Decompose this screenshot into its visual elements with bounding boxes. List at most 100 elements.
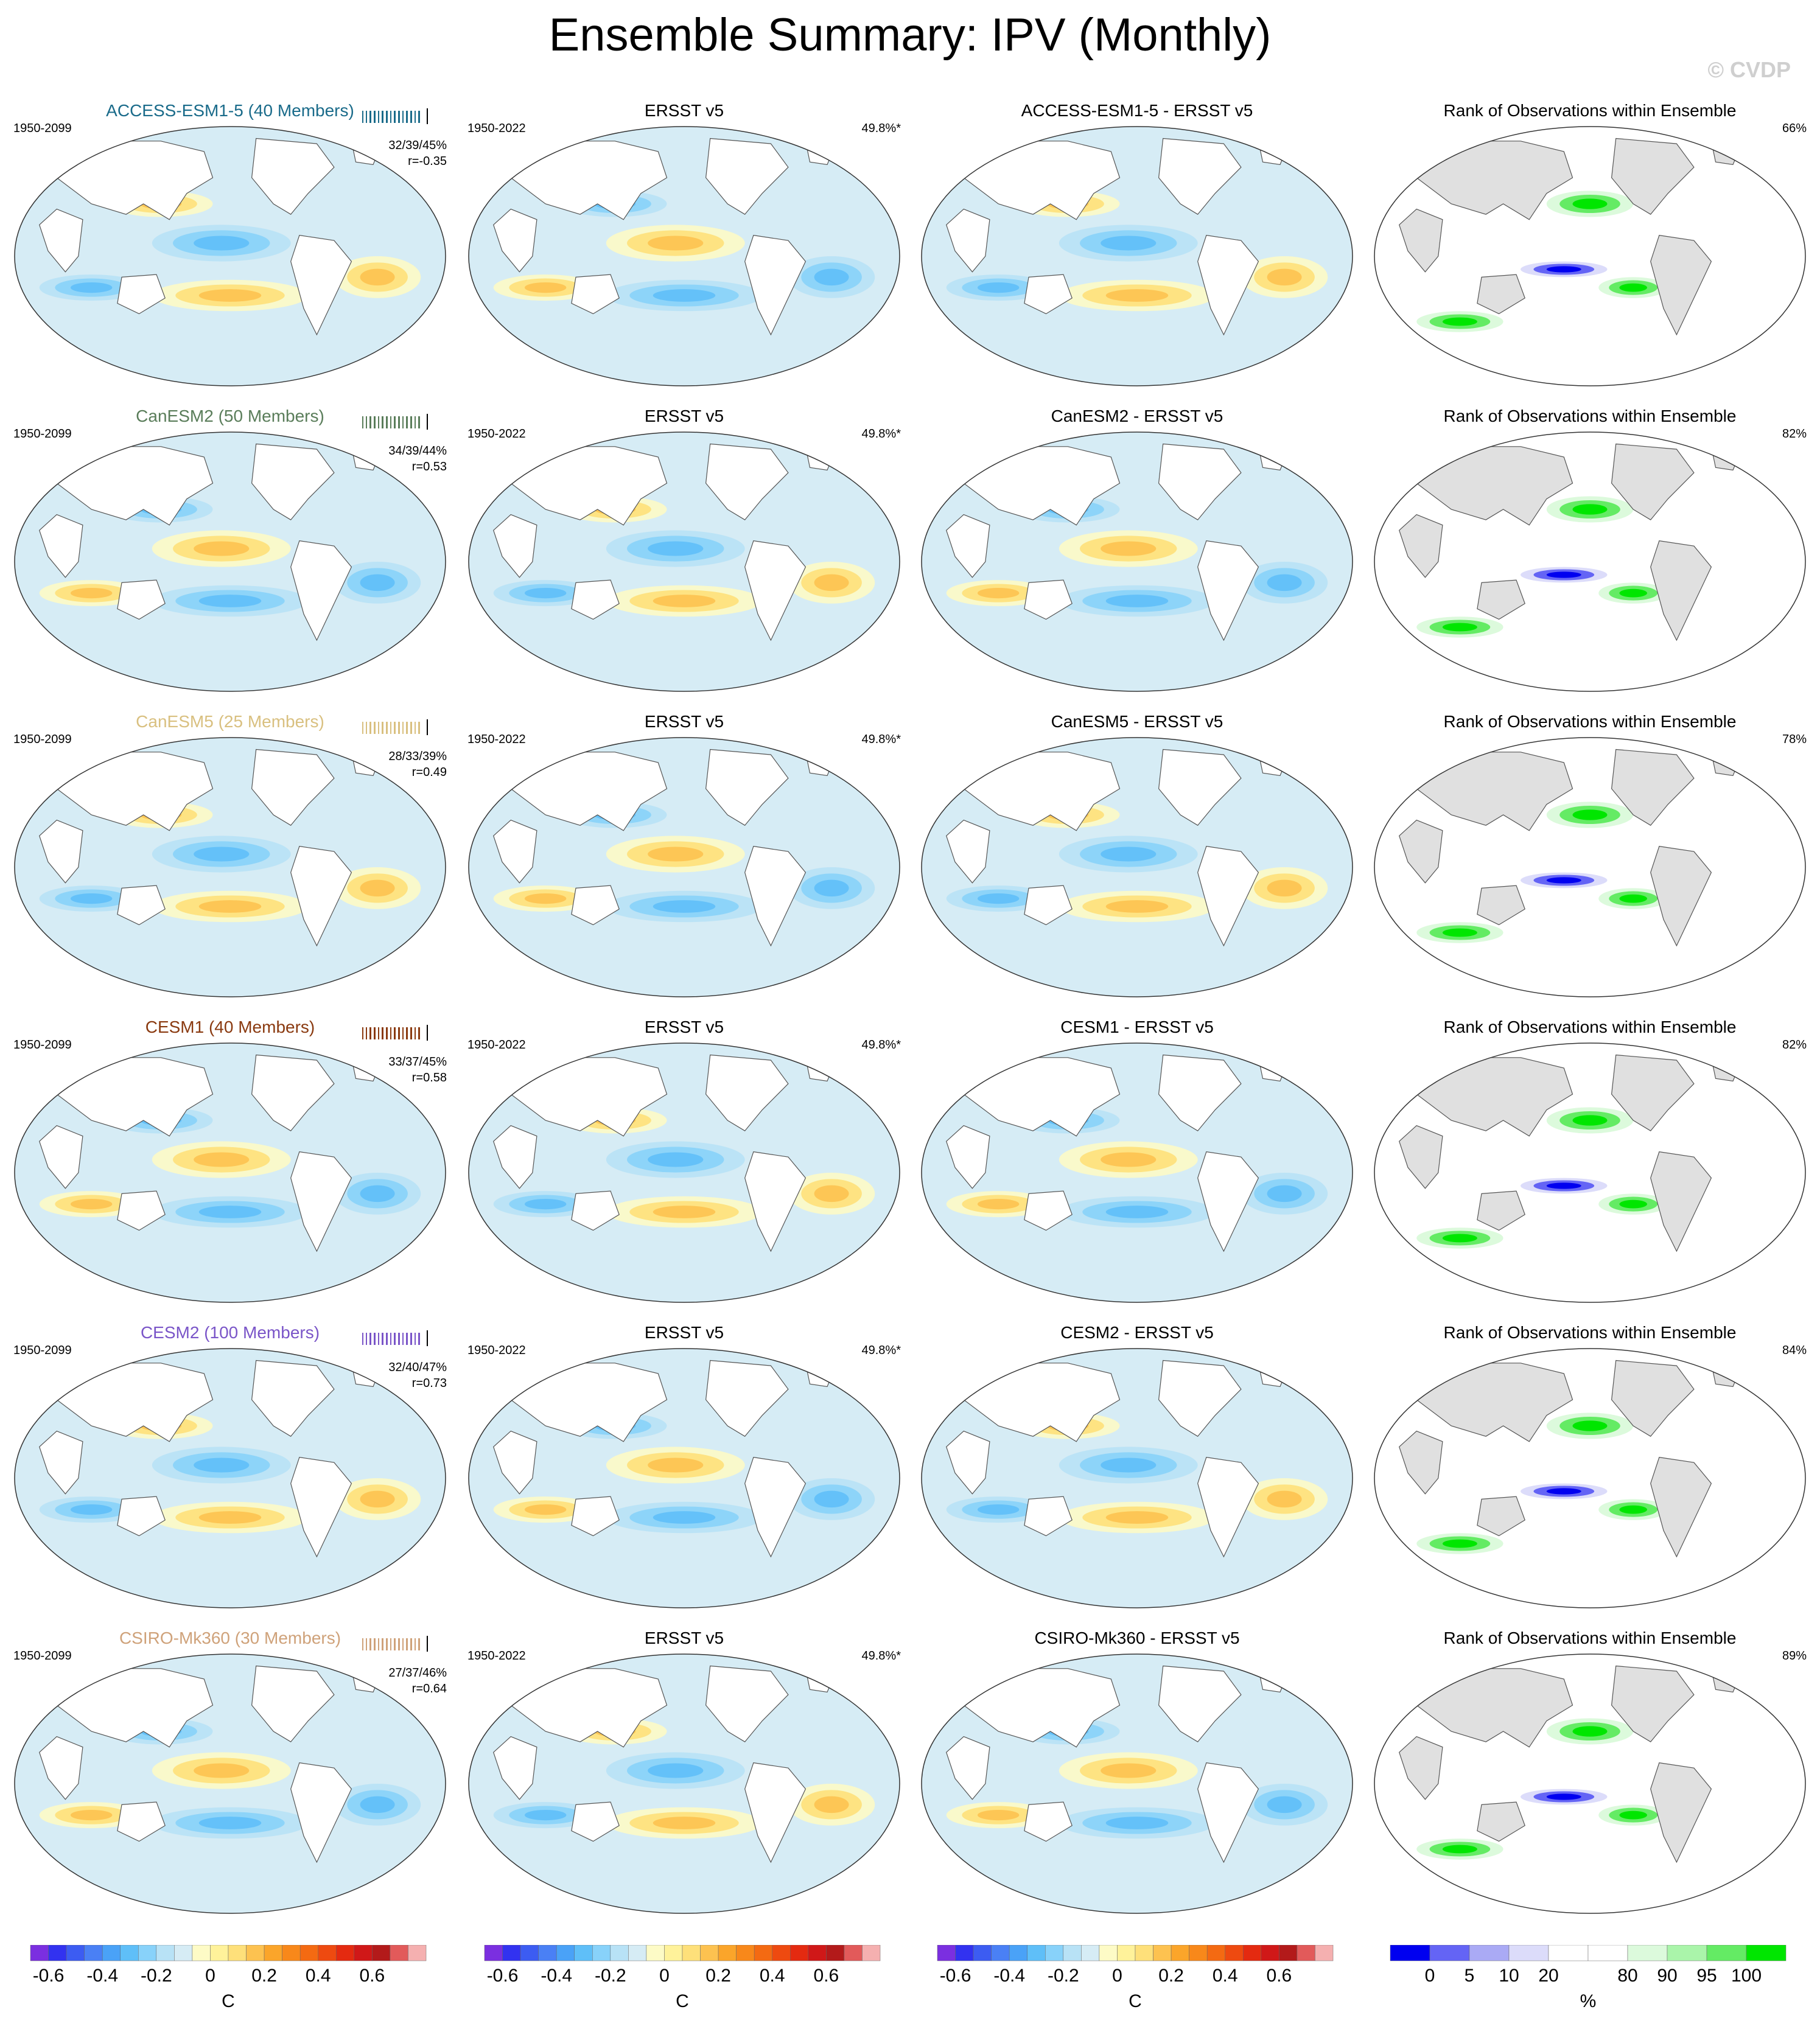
continent-outline — [571, 579, 620, 620]
anomaly-contour — [360, 574, 395, 592]
colorbar-tick-label: -0.4 — [86, 1966, 118, 1986]
rank-map — [1374, 126, 1806, 386]
continent-outline — [39, 208, 83, 273]
continent-outline — [1197, 234, 1259, 336]
continent-outline — [1158, 443, 1242, 520]
colorbar-tick-label: -0.4 — [993, 1966, 1025, 1986]
continent-outline — [1650, 234, 1712, 336]
continent-outline — [571, 1190, 620, 1231]
colorbar-tick-label: 80 — [1617, 1966, 1637, 1986]
continent-outline — [1197, 540, 1259, 641]
period-label: 1950-2099 — [13, 1038, 72, 1052]
continent-outline — [1024, 1190, 1073, 1231]
colorbar-swatch — [628, 1945, 647, 1961]
colorbar-swatch — [299, 1945, 318, 1961]
ensemble-member-ticks — [362, 1025, 428, 1041]
continent-outline — [251, 1360, 335, 1437]
rank-region — [1442, 623, 1477, 632]
continent-outline — [251, 138, 335, 215]
colorbar-swatch — [973, 1945, 992, 1961]
rank-region — [1546, 1182, 1581, 1189]
period-label: 1950-2022 — [467, 427, 526, 441]
colorbar-swatch — [228, 1945, 247, 1961]
ensemble-member-ticks — [362, 719, 428, 735]
anomaly-contour — [1267, 1185, 1302, 1203]
continent-outline — [39, 1736, 83, 1800]
colorbar-swatch — [646, 1945, 665, 1961]
colorbar-swatch — [718, 1945, 737, 1961]
model-stats: 28/33/39% r=0.49 — [325, 749, 447, 780]
map-border — [468, 1653, 900, 1914]
continent-outline — [1399, 1125, 1443, 1189]
rank-region — [1442, 928, 1477, 937]
percent-variance-stats: 28/33/39% — [388, 750, 447, 763]
ensemble-member-ticks — [362, 414, 428, 430]
continent-outline — [1197, 845, 1259, 947]
anomaly-contour — [977, 1504, 1020, 1515]
map-border — [1374, 1042, 1806, 1303]
rank-panel-title: Rank of Observations within Ensemble — [1443, 1629, 1737, 1647]
obs-panel-title: ERSST v5 — [644, 101, 724, 120]
anomaly-contour — [198, 595, 262, 607]
rank-panel-title: Rank of Observations within Ensemble — [1443, 712, 1737, 731]
obs-panel-title: ERSST v5 — [644, 712, 724, 731]
colorbar-tick-label: -0.4 — [541, 1966, 572, 1986]
anomaly-contour — [1267, 268, 1302, 286]
colorbar-tick-label: 0 — [1112, 1966, 1122, 1986]
rank-region — [1546, 1488, 1581, 1495]
rank-region — [1546, 571, 1581, 578]
rank-region — [1442, 317, 1477, 326]
map-border — [14, 126, 446, 386]
continent-outline — [290, 845, 352, 947]
period-label: 1950-2099 — [13, 1649, 72, 1663]
cvdp-watermark: © CVDP — [1707, 57, 1791, 82]
sst-colorbar-diff: -0.6 -0.4 -0.2 0 0.2 0.4 0.6 — [937, 1945, 1334, 1986]
anomaly-contour — [194, 1458, 250, 1473]
continent-outline — [1477, 885, 1525, 926]
rank-map — [1374, 1042, 1806, 1303]
colorbar-swatch — [318, 1945, 337, 1961]
anomaly-contour — [977, 588, 1020, 599]
continent-outline — [744, 1456, 807, 1558]
anomaly-contour — [1267, 1796, 1302, 1814]
period-label: 1950-2022 — [467, 1038, 526, 1052]
colorbar-swatch — [1548, 1945, 1589, 1961]
anomaly-contour — [194, 1152, 250, 1167]
rank-region — [1572, 1420, 1608, 1431]
continent-outline — [1611, 1665, 1695, 1742]
model-panel-title: CESM1 (40 Members) — [145, 1018, 315, 1036]
anomaly-contour — [360, 268, 395, 286]
continent-outline — [946, 1125, 990, 1189]
anomaly-contour — [194, 541, 250, 556]
rank-panel-title: Rank of Observations within Ensemble — [1443, 1323, 1737, 1342]
colorbar-swatch — [282, 1945, 301, 1961]
model-stats: 34/39/44% r=0.53 — [325, 443, 447, 475]
colorbar-tick-label: 0 — [205, 1966, 215, 1986]
rank-region — [1619, 1810, 1647, 1820]
anomaly-contour — [524, 893, 567, 904]
colorbar-swatch — [1297, 1945, 1315, 1961]
anomaly-contour — [360, 1796, 395, 1814]
colorbar-tick-label: 0 — [659, 1966, 670, 1986]
colorbar-swatch — [754, 1945, 772, 1961]
colorbar-swatch — [682, 1945, 701, 1961]
colorbar-tick-label: 0.4 — [760, 1966, 785, 1986]
rank-panel-title: Rank of Observations within Ensemble — [1443, 101, 1737, 120]
continent-outline — [1158, 749, 1242, 826]
colorbar-tick-label: 95 — [1696, 1966, 1717, 1986]
continent-outline — [1399, 514, 1443, 578]
anomaly-contour — [198, 900, 262, 913]
model-map — [14, 1348, 446, 1608]
colorbar-swatch — [1469, 1945, 1510, 1961]
continent-outline — [1024, 1496, 1073, 1537]
colorbar-swatch — [1746, 1945, 1787, 1961]
colorbar-swatch — [120, 1945, 139, 1961]
percent-variance-stats: 34/39/44% — [388, 444, 447, 458]
diff-map — [921, 1348, 1353, 1608]
rank-region — [1442, 1539, 1477, 1548]
colorbar-swatch — [30, 1945, 49, 1961]
obs-map — [468, 1042, 900, 1303]
rank-region — [1619, 283, 1647, 292]
colorbar-swatch — [246, 1945, 265, 1961]
colorbar-swatch — [264, 1945, 282, 1961]
